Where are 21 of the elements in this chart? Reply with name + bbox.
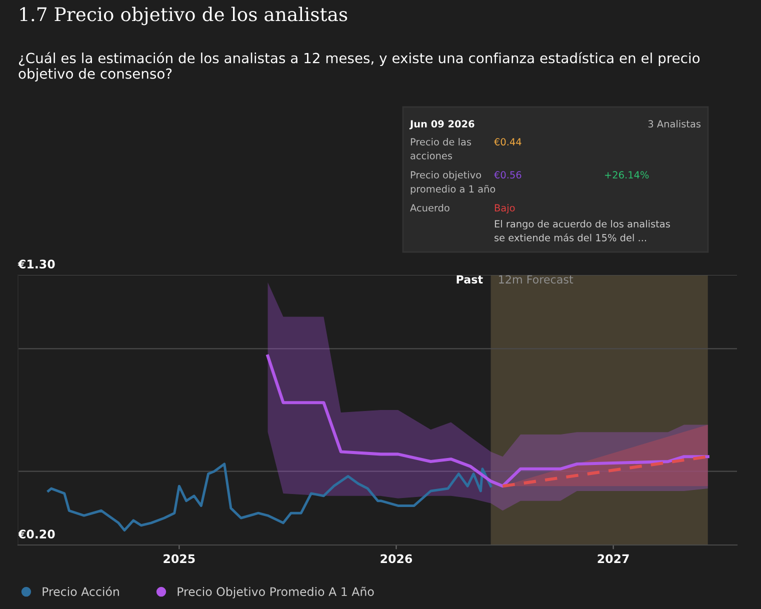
text: €0.56 — [494, 171, 522, 179]
text: Precio de las acciones — [410, 138, 472, 160]
text: Precio objetivo promedio a 1 año — [410, 171, 496, 195]
chart-subtitle: ¿Cuál es la estimación de los analistas a 12 meses, y existe una confianza estadística en el precio objetivo de consenso? — [18, 52, 700, 82]
legend-label: Precio Acción — [42, 586, 119, 596]
y-tick-label: €1.30 — [18, 260, 55, 269]
x-tick-label: 2027 — [598, 554, 629, 564]
text: El rango de acuerdo de los analistas se extiende más del 15% del ... — [494, 220, 670, 242]
text: 3 Analistas — [648, 120, 701, 128]
text: +26.14% — [605, 171, 649, 179]
y-tick-label: €0.20 — [18, 530, 55, 539]
annotation: Past — [456, 275, 483, 284]
text: Bajo — [494, 204, 515, 214]
x-tick-label: 2025 — [164, 554, 195, 564]
band-label: 12m Forecast — [499, 275, 574, 284]
text: Jun 09 2026 — [409, 120, 474, 130]
chart-title: 1.7 Precio objetivo de los analistas — [20, 6, 348, 26]
text: €0.44 — [494, 138, 522, 146]
x-tick-label: 2026 — [380, 554, 412, 564]
legend-label: Precio Objetivo Promedio A 1 Año — [178, 586, 374, 598]
text: Acuerdo — [410, 204, 450, 212]
